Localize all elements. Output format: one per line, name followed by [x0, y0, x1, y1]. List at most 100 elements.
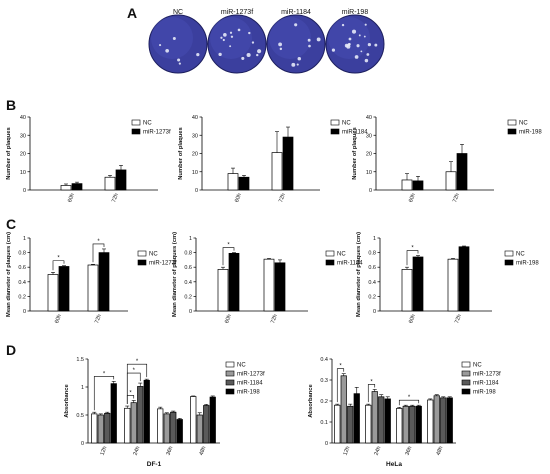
significance-star: *: [227, 243, 230, 249]
y-tick-label: 30: [20, 133, 26, 139]
x-tick-label: 60h: [54, 314, 63, 325]
culture-plate: [325, 14, 385, 74]
legend-swatch: [225, 370, 235, 377]
plaque: [230, 35, 234, 38]
x-axis-title: HeLa: [386, 461, 402, 468]
bar: [203, 405, 210, 444]
chart-c3-plaque-diameter-mir198: 0 0.2 0.4 0.6 0.8 1 Mean diameter of plaques (…: [356, 232, 539, 324]
bar: [396, 408, 403, 444]
bar: [227, 173, 239, 191]
y-tick-label: 0: [195, 188, 198, 194]
plaque: [256, 53, 259, 57]
plaque: [220, 36, 223, 39]
significance-star: *: [103, 371, 106, 377]
chart-d2-absorbance-hela: 0 0.1 0.2 0.3 0.4 Absorbance 12h 24h 36h 48h * * * He…: [308, 357, 501, 468]
bar: [409, 405, 416, 444]
plaque: [278, 42, 283, 47]
plaque: [360, 50, 363, 53]
y-tick-label: 20: [192, 152, 198, 158]
y-tick-label: 20: [20, 152, 26, 158]
y-tick-label: 0: [81, 441, 84, 447]
plaque: [222, 38, 225, 42]
y-tick-label: 0.5: [76, 413, 84, 419]
panel-label-b: B: [6, 97, 16, 113]
y-tick-label: 0: [373, 309, 376, 315]
y-tick-label: 0.1: [320, 420, 328, 426]
legend-swatch: [131, 128, 141, 135]
y-axis-title: Absorbance: [308, 383, 314, 417]
legend-label: miR-1184: [342, 130, 368, 136]
x-tick-label: 60h: [408, 314, 417, 325]
plaque: [251, 41, 255, 44]
legend-swatch: [137, 259, 147, 266]
legend-swatch: [131, 119, 141, 126]
significance-bracket: [92, 243, 105, 263]
y-tick-label: 40: [192, 115, 198, 121]
culture-plate: [207, 14, 267, 74]
y-tick-label: 20: [366, 152, 372, 158]
bar: [115, 169, 127, 191]
y-tick-label: 0.6: [18, 265, 26, 271]
plaque: [223, 33, 227, 37]
plate-highlight: [269, 17, 311, 59]
significance-star: *: [129, 390, 132, 396]
bar: [401, 269, 413, 312]
bar: [60, 185, 72, 191]
y-tick-label: 0: [325, 441, 328, 447]
bar: [98, 252, 110, 312]
bar: [274, 262, 286, 312]
bar: [458, 246, 470, 312]
legend-label: NC: [473, 363, 482, 369]
plaque: [354, 55, 359, 59]
chart-b2-plaque-number-mir1184: 0 10 20 30 40 Number of plaques 60h 72h NC miR-11…: [178, 115, 368, 203]
plaque: [358, 34, 361, 37]
significance-bracket: [222, 247, 235, 266]
x-tick-label: 72h: [270, 314, 279, 325]
y-tick-label: 10: [20, 170, 26, 176]
plate-label: miR-198: [342, 9, 369, 16]
y-tick-label: 0.3: [320, 378, 328, 384]
legend-label: NC: [342, 121, 351, 127]
x-tick-label: 72h: [278, 193, 287, 204]
plaque: [177, 58, 181, 62]
plaque-plates: NC miR-1273f miR-1184 miR-198: [148, 9, 385, 74]
y-axis-title: Number of plaques: [352, 127, 358, 180]
significance-bracket: [398, 399, 420, 406]
legend-swatch: [461, 388, 471, 395]
y-tick-label: 0.2: [18, 294, 26, 300]
bar: [110, 383, 117, 444]
bar: [447, 258, 459, 312]
chart-b1-plaque-number-mir1273f: 0 10 20 30 40 Number of plaques 60h 72h NC miR-12…: [6, 115, 171, 203]
chart-c2-plaque-diameter-mir1184: 0 0.2 0.4 0.6 0.8 1 Mean diameter of plaques (…: [172, 232, 363, 324]
bar: [446, 397, 453, 444]
significance-star: *: [370, 379, 373, 385]
plate-highlight: [210, 17, 252, 59]
legend-label: miR-198: [519, 130, 542, 136]
y-tick-label: 1: [189, 236, 192, 242]
plate-label: miR-1273f: [221, 9, 253, 16]
plaque: [316, 37, 321, 42]
y-tick-label: 1.5: [76, 357, 84, 363]
y-tick-label: 30: [192, 133, 198, 139]
y-tick-label: 1: [81, 385, 84, 391]
significance-star: *: [136, 359, 139, 365]
x-tick-label: 48h: [436, 446, 445, 457]
legend-label: miR-198: [516, 261, 539, 267]
plaque: [296, 63, 299, 66]
plaque: [246, 52, 251, 58]
x-tick-label: 36h: [405, 446, 414, 457]
y-tick-label: 0.4: [368, 280, 376, 286]
plaque: [366, 53, 370, 56]
significance-bracket: [93, 376, 115, 411]
y-tick-label: 0.8: [368, 251, 376, 257]
legend-label: miR-1184: [237, 381, 263, 387]
legend-label: miR-198: [237, 390, 260, 396]
plaque: [178, 62, 181, 65]
bar: [384, 398, 391, 444]
x-tick-label: 60h: [224, 314, 233, 325]
y-axis-title: Absorbance: [64, 383, 70, 417]
bar: [445, 171, 457, 191]
y-tick-label: 0.4: [184, 280, 192, 286]
y-tick-label: 0.4: [18, 280, 26, 286]
